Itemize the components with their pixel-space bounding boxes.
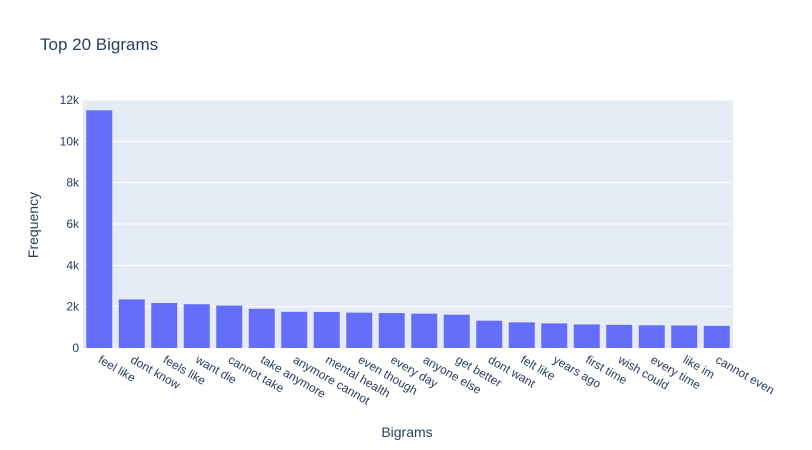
bar [541,323,568,348]
bar [86,110,113,348]
chart-title: Top 20 Bigrams [40,35,158,54]
bars [86,110,730,348]
bar [443,314,470,348]
bar [638,325,665,348]
bar [313,312,340,348]
y-tick-label: 6k [66,217,80,231]
bar [606,324,633,348]
x-axis-title: Bigrams [381,424,432,440]
y-tick-label: 12k [60,93,80,107]
bar [378,313,405,348]
bar [703,325,730,348]
y-tick-label: 8k [66,176,80,190]
bar [573,324,600,348]
y-tick-label: 4k [66,258,80,272]
bar [183,304,210,348]
x-tick-label: cannot even [713,352,777,397]
bar [151,302,178,348]
bar [476,320,503,348]
bar [671,325,698,348]
bar [508,322,535,348]
bar [118,299,145,348]
bar [281,311,308,348]
bar [216,305,243,348]
y-axis-title: Frequency [25,192,41,258]
bar [248,308,275,348]
bar [411,313,438,348]
y-tick-label: 0 [72,341,79,355]
y-tick-label: 10k [60,134,80,148]
y-axis-ticks: 0 2k 4k 6k 8k 10k 12k [60,93,80,355]
y-tick-label: 2k [66,300,80,314]
bar [346,312,373,348]
